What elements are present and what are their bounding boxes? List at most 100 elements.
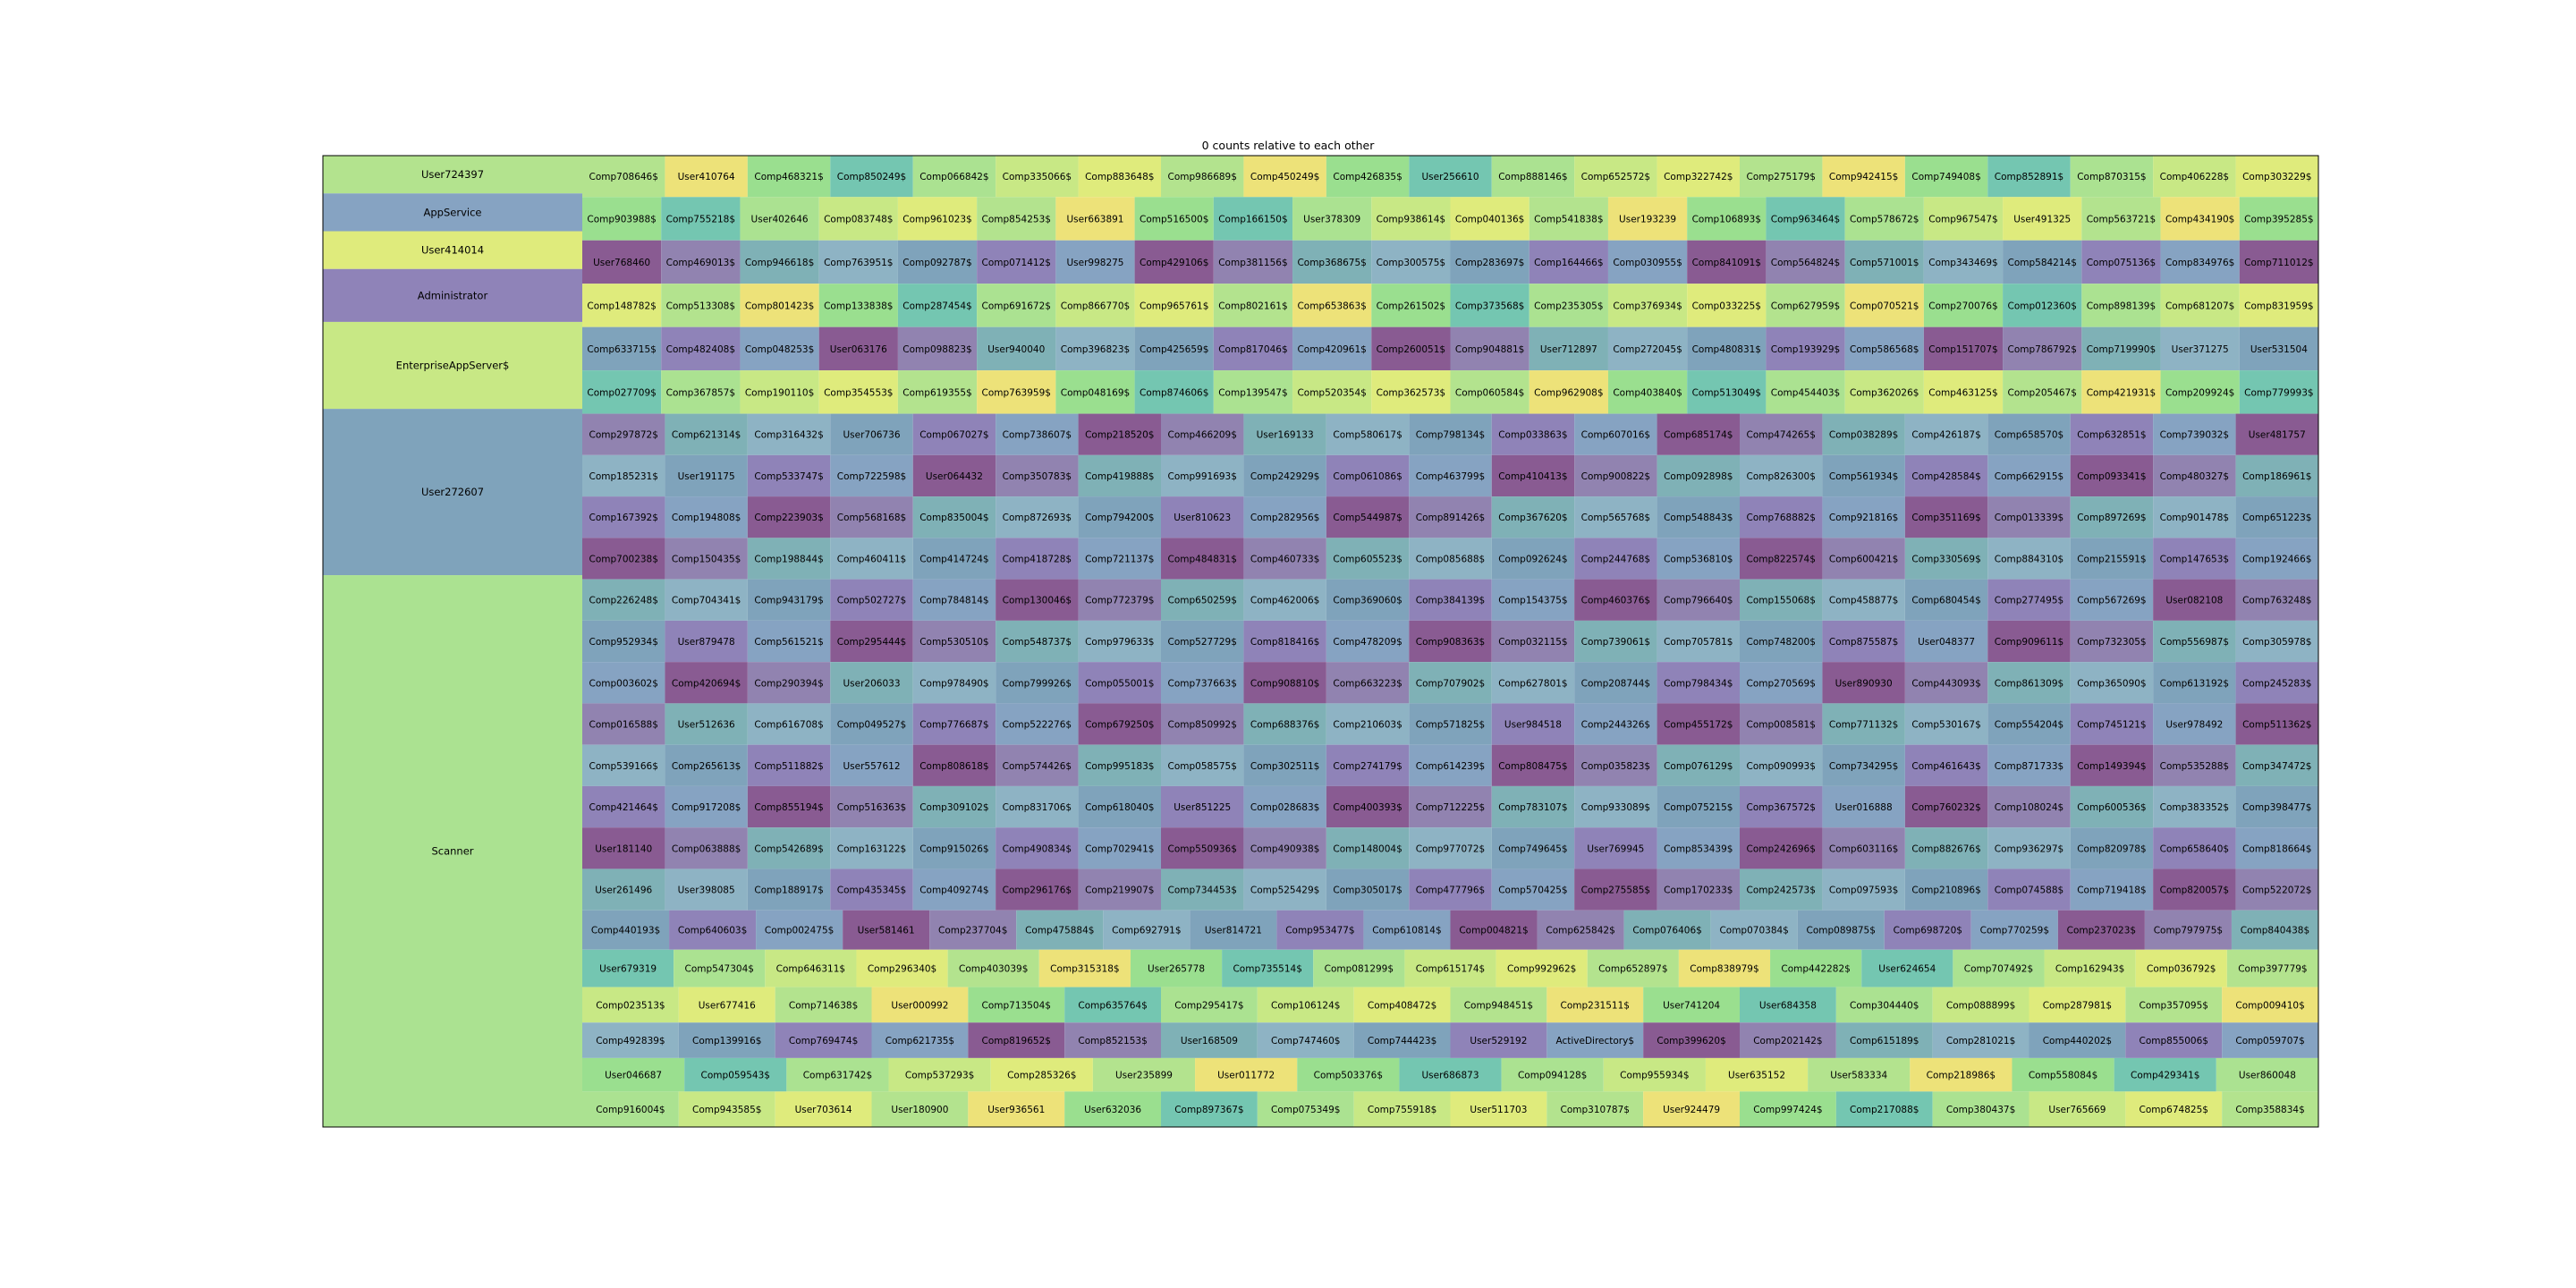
tile-label-r16-c8: Comp490938$ [1250,843,1319,854]
tile-r22-c9 [1501,1057,1604,1092]
tile-label-large-4: EnterpriseAppServer$ [396,360,510,372]
tile-r16-c9 [1326,827,1410,869]
tile-r12-c20 [2235,662,2318,704]
tile-label-r11-c18: Comp732305$ [2077,637,2146,648]
tile-r0-c1 [665,156,748,198]
tile-label-r1-c14: Comp106893$ [1692,214,1761,225]
tile-label-r13-c13: Comp455172$ [1664,720,1733,731]
tile-label-r15-c11: Comp783107$ [1498,802,1567,813]
tile-label-r17-c6: Comp219907$ [1085,886,1154,896]
tile-label-r4-c10: Comp260051$ [1377,344,1445,355]
tile-label-r9-c9: Comp605523$ [1333,554,1402,564]
tile-r17-c10 [1409,869,1492,911]
tile-r1-c9 [1292,197,1372,241]
tile-r5-c10 [1371,370,1451,414]
tile-label-r11-c17: Comp909611$ [1995,637,2063,648]
tile-label-r5-c1: Comp367857$ [666,387,735,398]
tile-r0-c0 [582,156,665,198]
tile-r1-c11 [1450,197,1530,241]
tile-r1-c19 [2081,197,2161,241]
tile-label-r0-c15: Comp942415$ [1829,172,1898,182]
tile-r10-c19 [2153,579,2236,621]
tile-label-r3-c10: Comp261502$ [1377,301,1445,311]
tile-r4-c17 [1923,326,2004,371]
tile-label-r0-c7: Comp986689$ [1168,172,1237,182]
tile-label-r15-c12: Comp933089$ [1581,802,1650,813]
tile-r0-c7 [1161,156,1244,198]
tile-label-r18-c0: Comp440193$ [591,926,660,936]
tile-r15-c0 [582,785,665,828]
tile-r18-c13 [1710,910,1798,950]
tile-label-r20-c12: User684358 [1759,1000,1817,1011]
tile-r19-c15 [1953,949,2045,987]
tile-label-r10-c19: User082108 [2165,596,2223,606]
tile-r7-c8 [1243,454,1326,497]
tile-r16-c1 [665,827,748,869]
tile-label-r14-c9: Comp274179$ [1333,761,1402,772]
tile-r11-c16 [1904,620,1988,663]
tile-r23-c7 [1257,1091,1354,1127]
tile-r7-c0 [582,454,665,497]
tile-label-r0-c19: Comp406228$ [2160,172,2229,182]
tile-r9-c3 [830,538,913,580]
tile-label-r14-c5: Comp574426$ [1003,761,1072,772]
tile-r12-c2 [747,662,831,704]
tile-r11-c6 [1078,620,1161,663]
tile-label-r16-c12: User769945 [1587,843,1644,854]
tile-label-r20-c1: User677416 [699,1000,756,1011]
tile-r19-c11 [1587,949,1679,987]
tile-label-large-5: User272607 [421,486,484,498]
tile-label-r16-c3: Comp163122$ [837,843,906,854]
tile-r2-c3 [818,240,898,284]
tile-label-large-6: Scanner [431,845,473,858]
tile-r14-c2 [747,744,831,786]
tile-label-r3-c11: Comp373568$ [1455,301,1524,311]
tile-label-r3-c1: Comp513308$ [666,301,735,311]
tile-r3-c18 [2003,284,2082,327]
tile-r11-c9 [1326,620,1410,663]
tile-r3-c16 [1844,284,1924,327]
tile-r23-c9 [1450,1091,1547,1127]
tile-label-r12-c19: Comp613192$ [2160,678,2229,689]
tile-label-r9-c8: Comp460733$ [1250,554,1319,564]
tile-label-r8-c6: Comp794200$ [1085,513,1154,523]
tile-label-r5-c20: Comp209924$ [2165,387,2234,398]
tile-label-r14-c2: Comp511882$ [754,761,823,772]
tile-label-r4-c5: User940040 [987,344,1045,355]
tile-r8-c3 [830,496,913,538]
tile-r22-c10 [1603,1057,1706,1092]
tile-r1-c12 [1529,197,1608,241]
tile-label-r1-c8: Comp166150$ [1218,214,1287,225]
tile-label-r17-c13: Comp170233$ [1664,886,1733,896]
tile-r5-c8 [1213,370,1293,414]
tile-label-r8-c9: Comp544987$ [1333,513,1402,523]
tile-r12-c4 [912,662,996,704]
tile-label-r9-c4: Comp414724$ [919,554,988,564]
tile-r16-c4 [912,827,996,869]
tile-label-r15-c9: Comp400393$ [1333,802,1402,813]
tile-label-r4-c4: Comp098823$ [902,344,971,355]
tile-label-r11-c9: Comp478209$ [1333,637,1402,648]
tile-r15-c1 [665,785,748,828]
tile-r18-c8 [1276,910,1364,950]
tile-label-r16-c11: Comp749645$ [1498,843,1567,854]
tile-label-r9-c17: Comp884310$ [1995,554,2063,564]
tile-label-r11-c2: Comp561521$ [754,637,823,648]
tile-r13-c20 [2235,703,2318,745]
tile-label-r20-c13: Comp304440$ [1850,1000,1919,1011]
tile-r19-c12 [1678,949,1771,987]
tile-label-r6-c15: Comp038289$ [1829,430,1898,441]
tile-r13-c1 [665,703,748,745]
tile-r8-c7 [1161,496,1244,538]
tile-r12-c15 [1822,662,1905,704]
tile-r16-c7 [1161,827,1244,869]
tile-r2-c9 [1292,240,1372,284]
tile-r16-c12 [1574,827,1657,869]
tile-r16-c17 [1987,827,2071,869]
tile-r4-c12 [1529,326,1608,371]
tile-r6-c18 [2070,413,2154,455]
tile-r13-c0 [582,703,665,745]
tile-label-r0-c8: Comp450249$ [1250,172,1319,182]
tile-label-r5-c9: Comp520354$ [1297,387,1366,398]
tile-label-r23-c1: Comp943585$ [692,1105,761,1115]
